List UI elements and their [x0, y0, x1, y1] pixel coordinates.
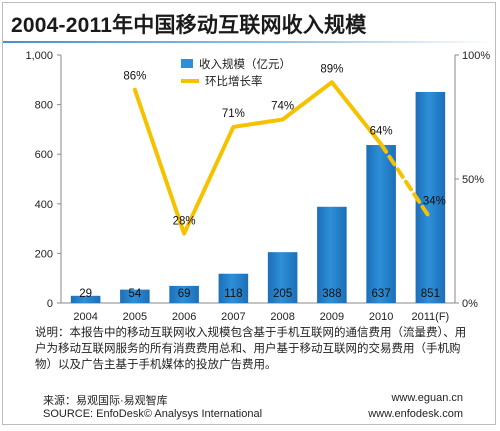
x-axis-tick-label: 2011(F): [412, 311, 450, 323]
legend-item-line: 环比增长率: [181, 72, 291, 89]
growth-rate-label: 71%: [222, 108, 245, 120]
growth-rate-label: 28%: [173, 216, 196, 228]
bar-value-label: 637: [372, 288, 391, 300]
left-axis-tick-label: 0: [47, 298, 53, 310]
bar: [120, 289, 150, 303]
x-axis-tick-label: 2007: [221, 311, 245, 323]
growth-rate-line: [132, 80, 384, 236]
growth-rate-label: 89%: [320, 63, 343, 75]
chart-legend: 收入规模（亿元） 环比增长率: [181, 55, 291, 89]
bar: [317, 206, 347, 303]
left-axis-tick-label: 600: [35, 149, 53, 161]
left-axis-tick-label: 1,000: [25, 50, 53, 62]
right-axis-tick-label: 50%: [462, 174, 484, 186]
x-axis-tick-label: 2006: [172, 311, 196, 323]
growth-rate-label: 74%: [271, 100, 294, 112]
source-english: SOURCE: EnfoDesk© Analysys International: [43, 408, 263, 420]
right-axis-tick-label: 0%: [462, 298, 478, 310]
bar: [366, 145, 396, 303]
bar-value-label: 54: [128, 288, 141, 300]
source-chinese: 来源：易观国际·易观智库: [43, 395, 168, 407]
bar: [70, 295, 101, 303]
x-axis-tick-label: 2005: [123, 311, 147, 323]
right-axis-tick-label: 100%: [462, 50, 490, 62]
bar: [267, 252, 298, 303]
bar: [218, 273, 249, 303]
left-axis-tick-label: 200: [35, 248, 53, 260]
legend-line-label: 环比增长率: [205, 75, 263, 88]
title-underline: [3, 41, 495, 43]
bar-value-label: 205: [273, 288, 292, 300]
bar-value-label: 851: [421, 288, 440, 300]
chart-note: 说明：本报告中的移动互联网收入规模包含基于手机互联网的通信费用（流量费）、用户为…: [35, 327, 467, 371]
legend-item-bar: 收入规模（亿元）: [181, 55, 291, 72]
website-link-eguan[interactable]: www.eguan.cn: [391, 392, 463, 404]
growth-rate-label: 86%: [123, 71, 146, 83]
chart-plot: 0 200 400 600 800 1,000 0% 50% 100% 2004 2005 2006 2…: [25, 50, 490, 323]
growth-rate-label: 34%: [423, 196, 446, 208]
legend-line-swatch: [181, 78, 199, 83]
website-link-enfodesk[interactable]: www.enfodesk.com: [368, 408, 463, 420]
bar-value-label: 118: [224, 288, 242, 300]
x-axis-tick-label: 2004: [73, 311, 97, 323]
bar: [415, 91, 446, 304]
chart-title: 2004-2011年中国移动互联网收入规模: [11, 14, 367, 37]
x-axis-tick-label: 2010: [369, 311, 393, 323]
left-axis-tick-label: 800: [35, 100, 53, 112]
legend-bar-swatch: [181, 59, 193, 68]
chart-page: 2004-2011年中国移动互联网收入规模 0 200 400 600 800 1,000…: [2, 2, 496, 425]
growth-rate-forecast-segment: [379, 142, 433, 221]
bar: [169, 285, 199, 303]
legend-bar-label: 收入规模（亿元）: [199, 58, 291, 71]
growth-rate-label: 64%: [370, 125, 393, 137]
bar-value-label: 388: [322, 288, 341, 300]
bar-value-label: 69: [178, 288, 191, 300]
x-axis-tick-label: 2008: [270, 311, 294, 323]
x-axis-tick-label: 2009: [320, 311, 344, 323]
left-axis-tick-label: 400: [35, 199, 53, 211]
bar-value-label: 29: [79, 288, 92, 300]
